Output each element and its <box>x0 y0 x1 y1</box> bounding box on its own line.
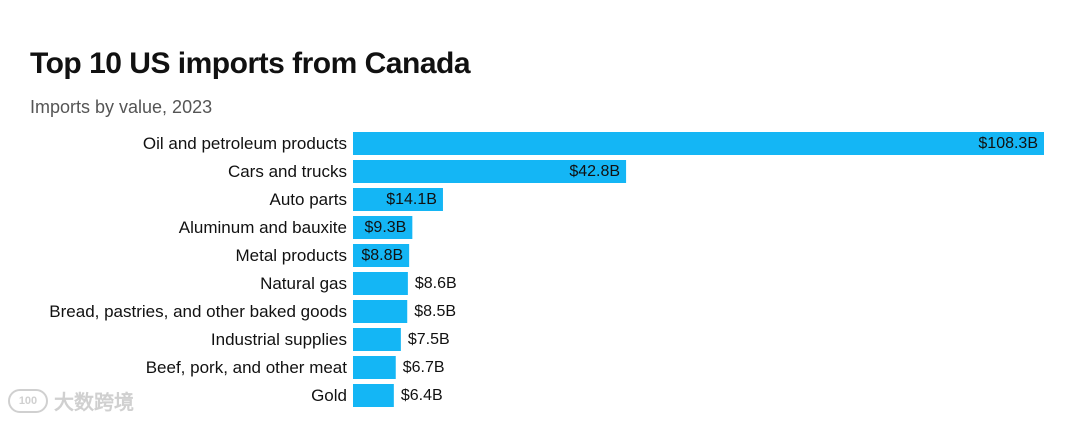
bar <box>353 188 443 211</box>
bar <box>353 160 627 183</box>
category-label: Beef, pork, and other meat <box>146 358 348 377</box>
value-label: $7.5B <box>408 331 450 348</box>
bar <box>353 328 401 351</box>
value-label: $6.7B <box>403 359 445 376</box>
category-label: Auto parts <box>270 190 348 209</box>
value-label: $6.4B <box>401 387 443 404</box>
bar <box>353 356 396 379</box>
watermark: 100 大数跨境 <box>8 386 134 415</box>
value-label: $42.8B <box>569 163 620 180</box>
value-label: $8.6B <box>415 275 457 292</box>
bar <box>353 300 408 323</box>
bar <box>353 384 394 407</box>
value-label: $9.3B <box>365 219 407 236</box>
category-label: Bread, pastries, and other baked goods <box>49 302 347 321</box>
bar <box>353 244 410 267</box>
value-label: $108.3B <box>978 135 1038 152</box>
category-label: Metal products <box>236 246 348 265</box>
chart-title: Top 10 US imports from Canada <box>30 47 471 80</box>
category-label: Oil and petroleum products <box>143 134 347 153</box>
watermark-logo-icon: 100 <box>8 388 48 413</box>
value-label: $8.8B <box>361 247 403 264</box>
category-label: Gold <box>311 386 347 405</box>
bar <box>353 132 1044 155</box>
category-label: Natural gas <box>260 274 347 293</box>
bar <box>353 272 408 295</box>
category-label: Aluminum and bauxite <box>179 218 347 237</box>
bar <box>353 216 413 239</box>
category-label: Industrial supplies <box>211 330 347 349</box>
value-label: $14.1B <box>386 191 437 208</box>
chart-subtitle: Imports by value, 2023 <box>30 97 213 117</box>
value-label: $8.5B <box>414 303 456 320</box>
watermark-text: 大数跨境 <box>54 392 134 414</box>
category-label: Cars and trucks <box>228 162 347 181</box>
